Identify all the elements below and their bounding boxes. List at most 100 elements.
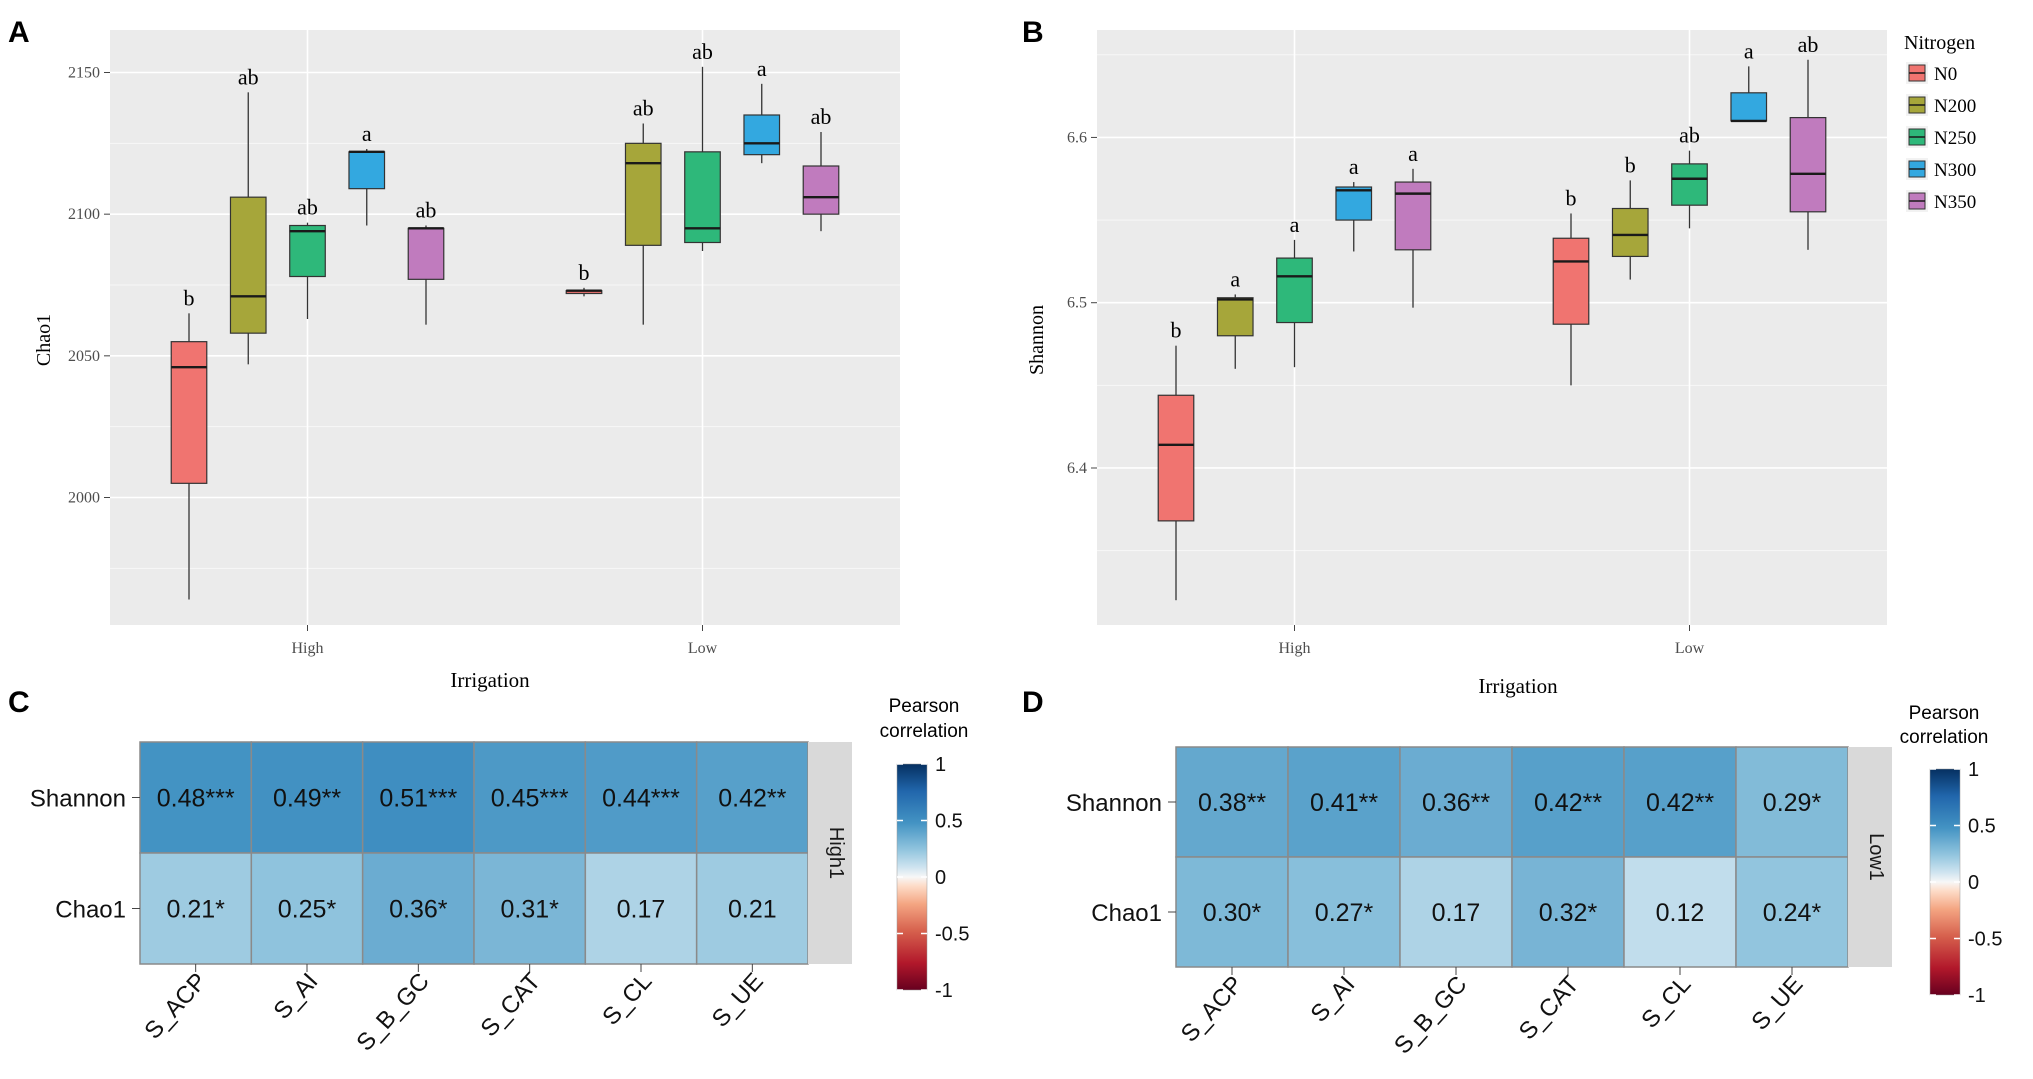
heatmap-cell: 0.29* bbox=[1735, 746, 1849, 858]
legend-title: Nitrogen bbox=[1904, 32, 1975, 54]
y-tick-label: 2100 bbox=[68, 206, 100, 223]
colorbar-tick-label: -0.5 bbox=[1968, 929, 2002, 951]
significance-letter: a bbox=[1744, 38, 1754, 63]
facet-label: Low1 bbox=[1865, 833, 1887, 881]
colorbar-tick-label: 0.5 bbox=[1968, 816, 1996, 838]
heatmap-cell-label: 0.38** bbox=[1198, 789, 1266, 817]
heatmap-cell-fill bbox=[139, 741, 253, 854]
heatmap-cell: 0.24* bbox=[1735, 856, 1849, 968]
box-high-n200: ab bbox=[229, 64, 267, 365]
heatmap-cell-fill bbox=[473, 852, 587, 965]
legend-item-n300: N300 bbox=[1906, 158, 1976, 181]
box-high-n250: ab bbox=[289, 195, 326, 319]
heatmap-cell: 0.45*** bbox=[473, 741, 587, 854]
heatmap-cell-label: 0.24* bbox=[1763, 899, 1822, 927]
box-body bbox=[802, 165, 840, 215]
heatmap-cell-fill bbox=[695, 741, 809, 854]
y-tick-label: 2050 bbox=[68, 348, 100, 365]
heatmap-cell-label: 0.42** bbox=[718, 785, 786, 813]
box-body bbox=[1789, 116, 1827, 213]
box-high-n200: a bbox=[1216, 266, 1254, 369]
box-high-n0: b bbox=[170, 285, 208, 600]
heatmap-cell: 0.42** bbox=[695, 741, 809, 854]
heatmap-cell: 0.32* bbox=[1511, 856, 1625, 968]
colorbar-title-line1: Pearson bbox=[889, 696, 960, 717]
box-body bbox=[1730, 92, 1768, 122]
box-low-n250: ab bbox=[684, 39, 721, 251]
heatmap-cell: 0.12 bbox=[1623, 856, 1737, 968]
heatmap-cell-fill bbox=[1399, 746, 1513, 858]
heatmap-cell-fill bbox=[473, 741, 587, 854]
legend-label: N300 bbox=[1934, 160, 1976, 181]
box-body bbox=[170, 341, 208, 484]
heatmap-cell-fill bbox=[361, 741, 475, 854]
box-plot-chao1: b ab ab a ab b ab ab a ab 2000 2050 2100 2150 High Lo… bbox=[33, 30, 900, 692]
column-label: S_B_GC bbox=[351, 968, 434, 1056]
column-label: S_CL bbox=[597, 968, 657, 1031]
facet-strip bbox=[1848, 747, 1892, 967]
significance-letter: a bbox=[1230, 266, 1240, 291]
heatmap-cell-fill bbox=[584, 741, 698, 854]
row-label: Chao1 bbox=[1091, 900, 1162, 927]
heatmap-cell-fill bbox=[1399, 856, 1513, 968]
heatmap-cell-label: 0.12 bbox=[1656, 899, 1705, 927]
box-body bbox=[1671, 163, 1708, 206]
panel-letter-b: B bbox=[1022, 16, 1044, 49]
panel-letter-a: A bbox=[8, 16, 30, 49]
legend-item-n0: N0 bbox=[1906, 62, 1957, 85]
significance-letter: b bbox=[184, 285, 195, 310]
box-body bbox=[348, 151, 386, 190]
heatmap-cell-label: 0.49** bbox=[273, 785, 341, 813]
colorbar-tick-label: 0 bbox=[935, 867, 946, 889]
y-tick-label: 6.6 bbox=[1067, 129, 1087, 146]
legend-label: N200 bbox=[1934, 96, 1976, 117]
y-tick-label: 2150 bbox=[68, 65, 100, 82]
heatmap-cell-label: 0.17 bbox=[1432, 899, 1481, 927]
heatmap-low: 0.38** 0.41** 0.36** 0.42** 0.42** 0.29* 0.30*… bbox=[1066, 703, 2003, 1059]
heatmap-cell-label: 0.32* bbox=[1539, 899, 1598, 927]
colorbar-ticks: 1 0.5 0 -0.5 -1 bbox=[1930, 759, 2002, 1007]
heatmap-cell-fill bbox=[361, 852, 475, 965]
colorbar-tick-label: 1 bbox=[1968, 759, 1979, 781]
box-low-n200: b bbox=[1611, 152, 1649, 280]
heatmap-cell-label: 0.45*** bbox=[491, 785, 569, 813]
colorbar-title-line2: correlation bbox=[880, 721, 969, 742]
heatmap-cell-label: 0.21* bbox=[166, 896, 225, 924]
legend-label: N0 bbox=[1934, 64, 1957, 85]
heatmap-cell-label: 0.41** bbox=[1310, 789, 1378, 817]
box-body bbox=[743, 114, 781, 156]
heatmap-cell-label: 0.36** bbox=[1422, 789, 1490, 817]
x-tick-label: High bbox=[292, 640, 324, 657]
heatmap-cell-fill bbox=[1511, 856, 1625, 968]
legend: Nitrogen N0 N200 N250 N300 N350 bbox=[1904, 32, 1976, 213]
row-label: Shannon bbox=[1066, 790, 1162, 817]
heatmap-cell-fill bbox=[584, 852, 698, 965]
heatmap-cell: 0.38** bbox=[1175, 746, 1289, 858]
box-low-n250: ab bbox=[1671, 123, 1708, 229]
significance-letter: b bbox=[1566, 185, 1577, 210]
heatmap-cell-label: 0.48*** bbox=[157, 785, 235, 813]
heatmap-cell: 0.36* bbox=[361, 852, 475, 965]
heatmap-cell: 0.30* bbox=[1175, 856, 1289, 968]
box-high-n250: a bbox=[1276, 212, 1313, 368]
heatmap-cell: 0.42** bbox=[1623, 746, 1737, 858]
heatmap-cell-label: 0.42** bbox=[1534, 789, 1602, 817]
x-ticks: High Low bbox=[1279, 625, 1705, 657]
heatmap-cell: 0.27* bbox=[1287, 856, 1401, 968]
box-low-n0: b bbox=[1552, 185, 1590, 386]
significance-letter: ab bbox=[692, 39, 713, 64]
box-high-n350: ab bbox=[407, 198, 445, 325]
significance-letter: b bbox=[1171, 318, 1182, 343]
y-tick-label: 6.5 bbox=[1067, 295, 1087, 312]
significance-letter: ab bbox=[811, 104, 832, 129]
heatmap-cell-fill bbox=[1623, 856, 1737, 968]
box-body bbox=[289, 224, 326, 278]
box-low-n200: ab bbox=[624, 96, 662, 325]
heatmap-cell: 0.17 bbox=[584, 852, 698, 965]
significance-letter: a bbox=[757, 56, 767, 81]
significance-letter: a bbox=[1290, 212, 1300, 237]
heatmap-cell: 0.42** bbox=[1511, 746, 1625, 858]
box-body bbox=[1216, 297, 1254, 337]
y-ticks: 2000 2050 2100 2150 bbox=[68, 65, 110, 507]
